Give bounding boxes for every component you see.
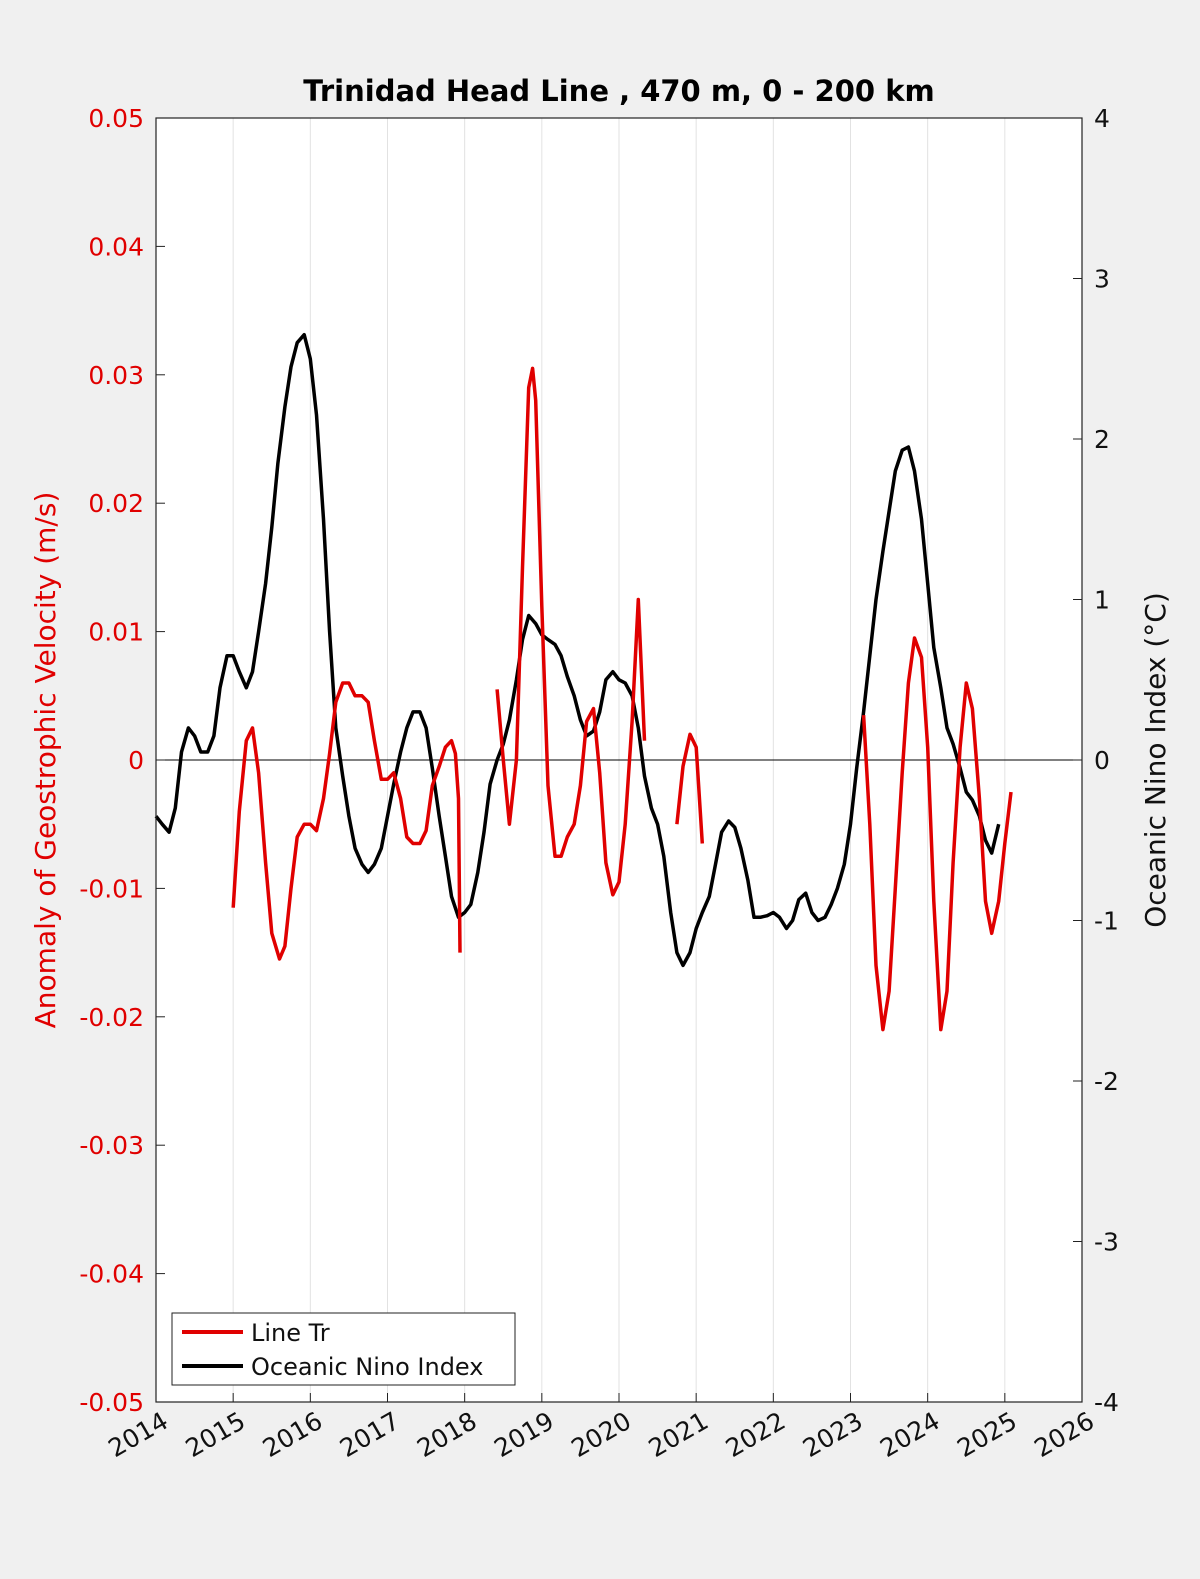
legend-box [171,1312,516,1386]
series-line-line-tr-segment-2 [495,366,647,897]
series-line-line-tr-segment-4 [861,636,1013,1032]
x-tick-label: 2018 [412,1406,482,1463]
legend-label-line-tr: Line Tr [251,1319,330,1347]
y-left-tick-label: -0.02 [79,1003,144,1032]
y-right-tick-label: 0 [1094,746,1110,775]
x-tick-label: 2024 [875,1406,945,1463]
series-layer [154,332,1013,1032]
y-left-tick-label: 0.04 [88,232,144,261]
y-left-tick-label: 0.03 [88,361,144,390]
legend-label-oni: Oceanic Nino Index [251,1353,483,1381]
y-left-tick-label: 0.05 [88,104,144,133]
y-left-tick-label: 0 [128,746,144,775]
y-right-tick-label: -3 [1094,1228,1119,1257]
legend: Line Tr Oceanic Nino Index [171,1312,516,1386]
x-tick-label: 2016 [258,1406,328,1463]
x-tick-label: 2015 [181,1406,251,1463]
x-tick-label: 2022 [721,1406,791,1463]
y-axis-right-label: Oceanic Nino Index (°C) [1139,592,1172,928]
y-right-tick-label: -2 [1094,1067,1119,1096]
y-right-tick-label: 1 [1094,586,1110,615]
x-tick-label: 2023 [798,1406,868,1463]
y-left-tick-label: 0.02 [88,489,144,518]
y-right-tick-label: 4 [1094,104,1110,133]
x-tick-label: 2026 [1029,1406,1099,1463]
y-left-tick-label: 0.01 [88,618,144,647]
series-line-line-tr-segment-3 [675,732,705,844]
x-tick-label: 2025 [952,1406,1022,1463]
y-left-tick-label: -0.03 [79,1131,144,1160]
y-left-tick-label: -0.01 [79,874,144,903]
series-line-line-tr-segment-1 [231,681,462,961]
chart-title: Trinidad Head Line , 470 m, 0 - 200 km [303,74,934,108]
y-left-tick-label: -0.04 [79,1260,144,1289]
x-tick-label: 2020 [566,1406,636,1463]
x-tick-label: 2017 [335,1406,405,1463]
x-tick-label: 2021 [644,1406,714,1463]
y-right-tick-label: 2 [1094,425,1110,454]
y-right-tick-label: 3 [1094,265,1110,294]
y-left-tick-label: -0.05 [79,1388,144,1417]
series-line-oceanic-nino-index [154,332,1001,968]
y-right-tick-label: -1 [1094,907,1119,936]
y-right-tick-label: -4 [1094,1388,1119,1417]
x-tick-label: 2019 [489,1406,559,1463]
y-axis-left-label: Anomaly of Geostrophic Velocity (m/s) [29,492,62,1029]
